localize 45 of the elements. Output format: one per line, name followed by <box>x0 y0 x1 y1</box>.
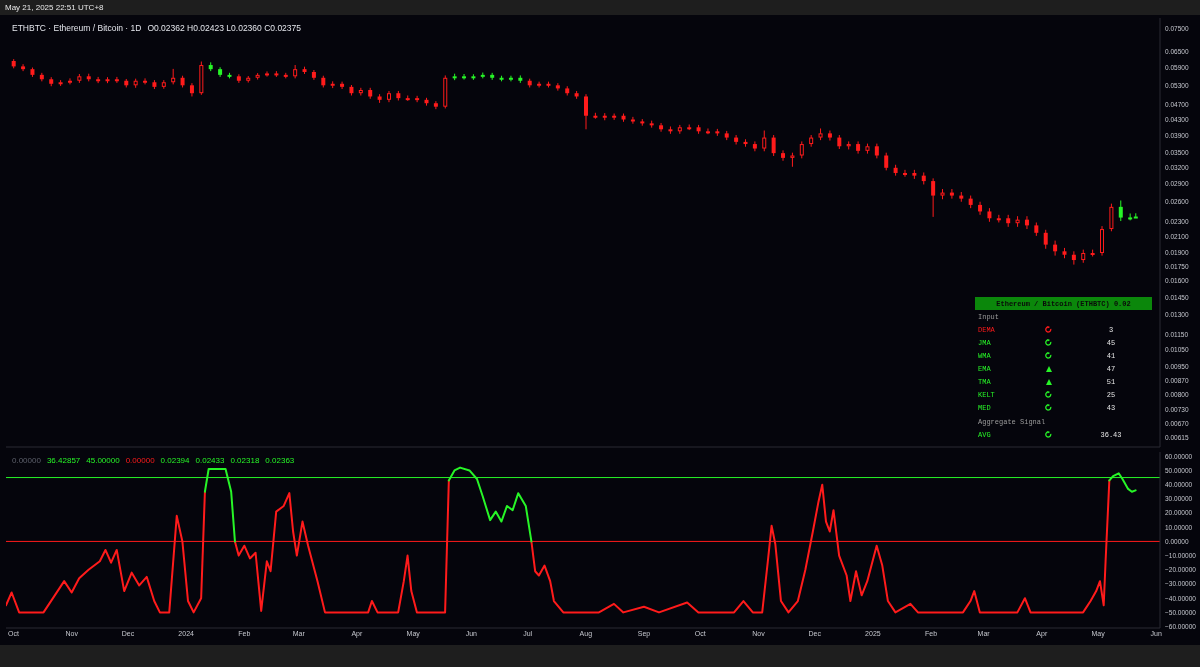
candlestick <box>67 77 72 85</box>
candlestick <box>752 140 757 152</box>
candlestick <box>433 100 438 110</box>
candlestick <box>584 93 588 130</box>
candlestick <box>1100 225 1105 257</box>
annotation: 45.00000 <box>86 456 120 465</box>
candlestick <box>537 81 542 88</box>
candlestick <box>734 134 739 145</box>
candlestick <box>415 95 420 103</box>
annotation: 36.42857 <box>46 456 81 465</box>
candlestick <box>555 82 560 92</box>
candlestick <box>705 127 710 135</box>
candlestick <box>508 75 513 82</box>
candlestick <box>265 70 270 78</box>
candlestick <box>978 201 983 216</box>
annotation: 0.02433 <box>195 456 225 465</box>
candlestick <box>630 116 635 125</box>
candlestick <box>1043 229 1048 250</box>
candlestick <box>762 130 767 152</box>
candlestick <box>902 169 907 178</box>
annotation: 0.00000 <box>125 456 155 465</box>
candlestick <box>1109 203 1114 232</box>
annotation: 0.02318 <box>230 456 260 465</box>
candlestick <box>340 81 345 90</box>
text: ETHBTC · Ethereum / Bitcoin · 1D <box>12 23 142 33</box>
candlestick <box>659 122 664 133</box>
candlestick <box>827 130 832 142</box>
candlestick <box>612 113 617 121</box>
candlestick <box>931 177 936 218</box>
candlestick <box>856 140 861 155</box>
candlestick <box>771 134 776 157</box>
candlestick <box>781 149 786 162</box>
candlestick <box>949 188 954 200</box>
candlestick <box>143 77 148 85</box>
candlestick <box>462 73 467 81</box>
text: May 21, 2025 22:51 UTC+8 <box>5 3 104 12</box>
candlestick <box>1071 250 1076 266</box>
annotation: 0.00000 <box>12 456 41 465</box>
text: O0.02362 H0.02423 L0.02360 C0.02375 <box>147 23 302 33</box>
annotation: 0.02363 <box>265 456 295 465</box>
annotation: 0.02394 <box>160 456 190 465</box>
candlestick <box>96 76 101 84</box>
candlestick <box>21 63 26 72</box>
candlestick <box>114 76 119 84</box>
candlestick <box>1118 199 1123 222</box>
